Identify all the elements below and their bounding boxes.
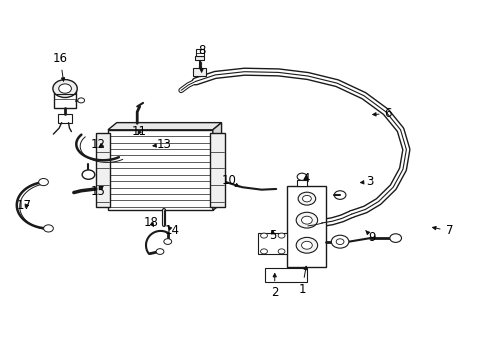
Text: 14: 14 <box>164 224 180 238</box>
Bar <box>54 89 76 108</box>
Text: 8: 8 <box>198 44 205 72</box>
Circle shape <box>53 80 77 98</box>
Bar <box>58 114 72 123</box>
Bar <box>287 186 326 267</box>
Circle shape <box>82 170 95 179</box>
Text: 11: 11 <box>132 125 147 138</box>
Circle shape <box>260 249 267 254</box>
Circle shape <box>297 173 306 180</box>
Circle shape <box>163 239 171 244</box>
Bar <box>297 180 306 186</box>
Text: 12: 12 <box>91 138 105 150</box>
Circle shape <box>301 216 312 224</box>
Text: 16: 16 <box>53 51 67 81</box>
Text: 1: 1 <box>298 266 306 296</box>
Text: 10: 10 <box>221 174 239 187</box>
Text: 4: 4 <box>302 172 309 185</box>
Text: 15: 15 <box>91 185 105 198</box>
Text: 7: 7 <box>432 224 452 238</box>
Bar <box>193 68 205 76</box>
Text: 6: 6 <box>372 107 391 120</box>
Circle shape <box>43 225 53 232</box>
Circle shape <box>333 191 345 199</box>
Text: 9: 9 <box>365 230 375 244</box>
Circle shape <box>156 249 163 255</box>
Polygon shape <box>108 123 221 130</box>
Circle shape <box>302 195 311 202</box>
Circle shape <box>330 235 348 248</box>
Circle shape <box>278 233 285 238</box>
Text: 13: 13 <box>153 138 172 151</box>
Bar <box>96 134 110 207</box>
Bar <box>265 267 306 282</box>
Circle shape <box>59 84 71 93</box>
Circle shape <box>296 237 317 253</box>
Polygon shape <box>212 123 221 211</box>
Bar <box>195 49 203 55</box>
Circle shape <box>278 249 285 254</box>
Text: 3: 3 <box>360 175 373 188</box>
Polygon shape <box>258 233 287 254</box>
Circle shape <box>296 212 317 228</box>
Text: 18: 18 <box>143 216 158 229</box>
Circle shape <box>39 179 48 186</box>
Circle shape <box>301 241 312 249</box>
Bar <box>210 134 224 207</box>
Text: 17: 17 <box>17 199 32 212</box>
Polygon shape <box>108 130 212 211</box>
Bar <box>195 55 203 60</box>
Circle shape <box>298 192 315 205</box>
Circle shape <box>260 233 267 238</box>
Circle shape <box>335 239 343 244</box>
Text: 2: 2 <box>270 274 278 300</box>
Text: 5: 5 <box>268 229 276 242</box>
Circle shape <box>78 98 84 103</box>
Circle shape <box>389 234 401 242</box>
